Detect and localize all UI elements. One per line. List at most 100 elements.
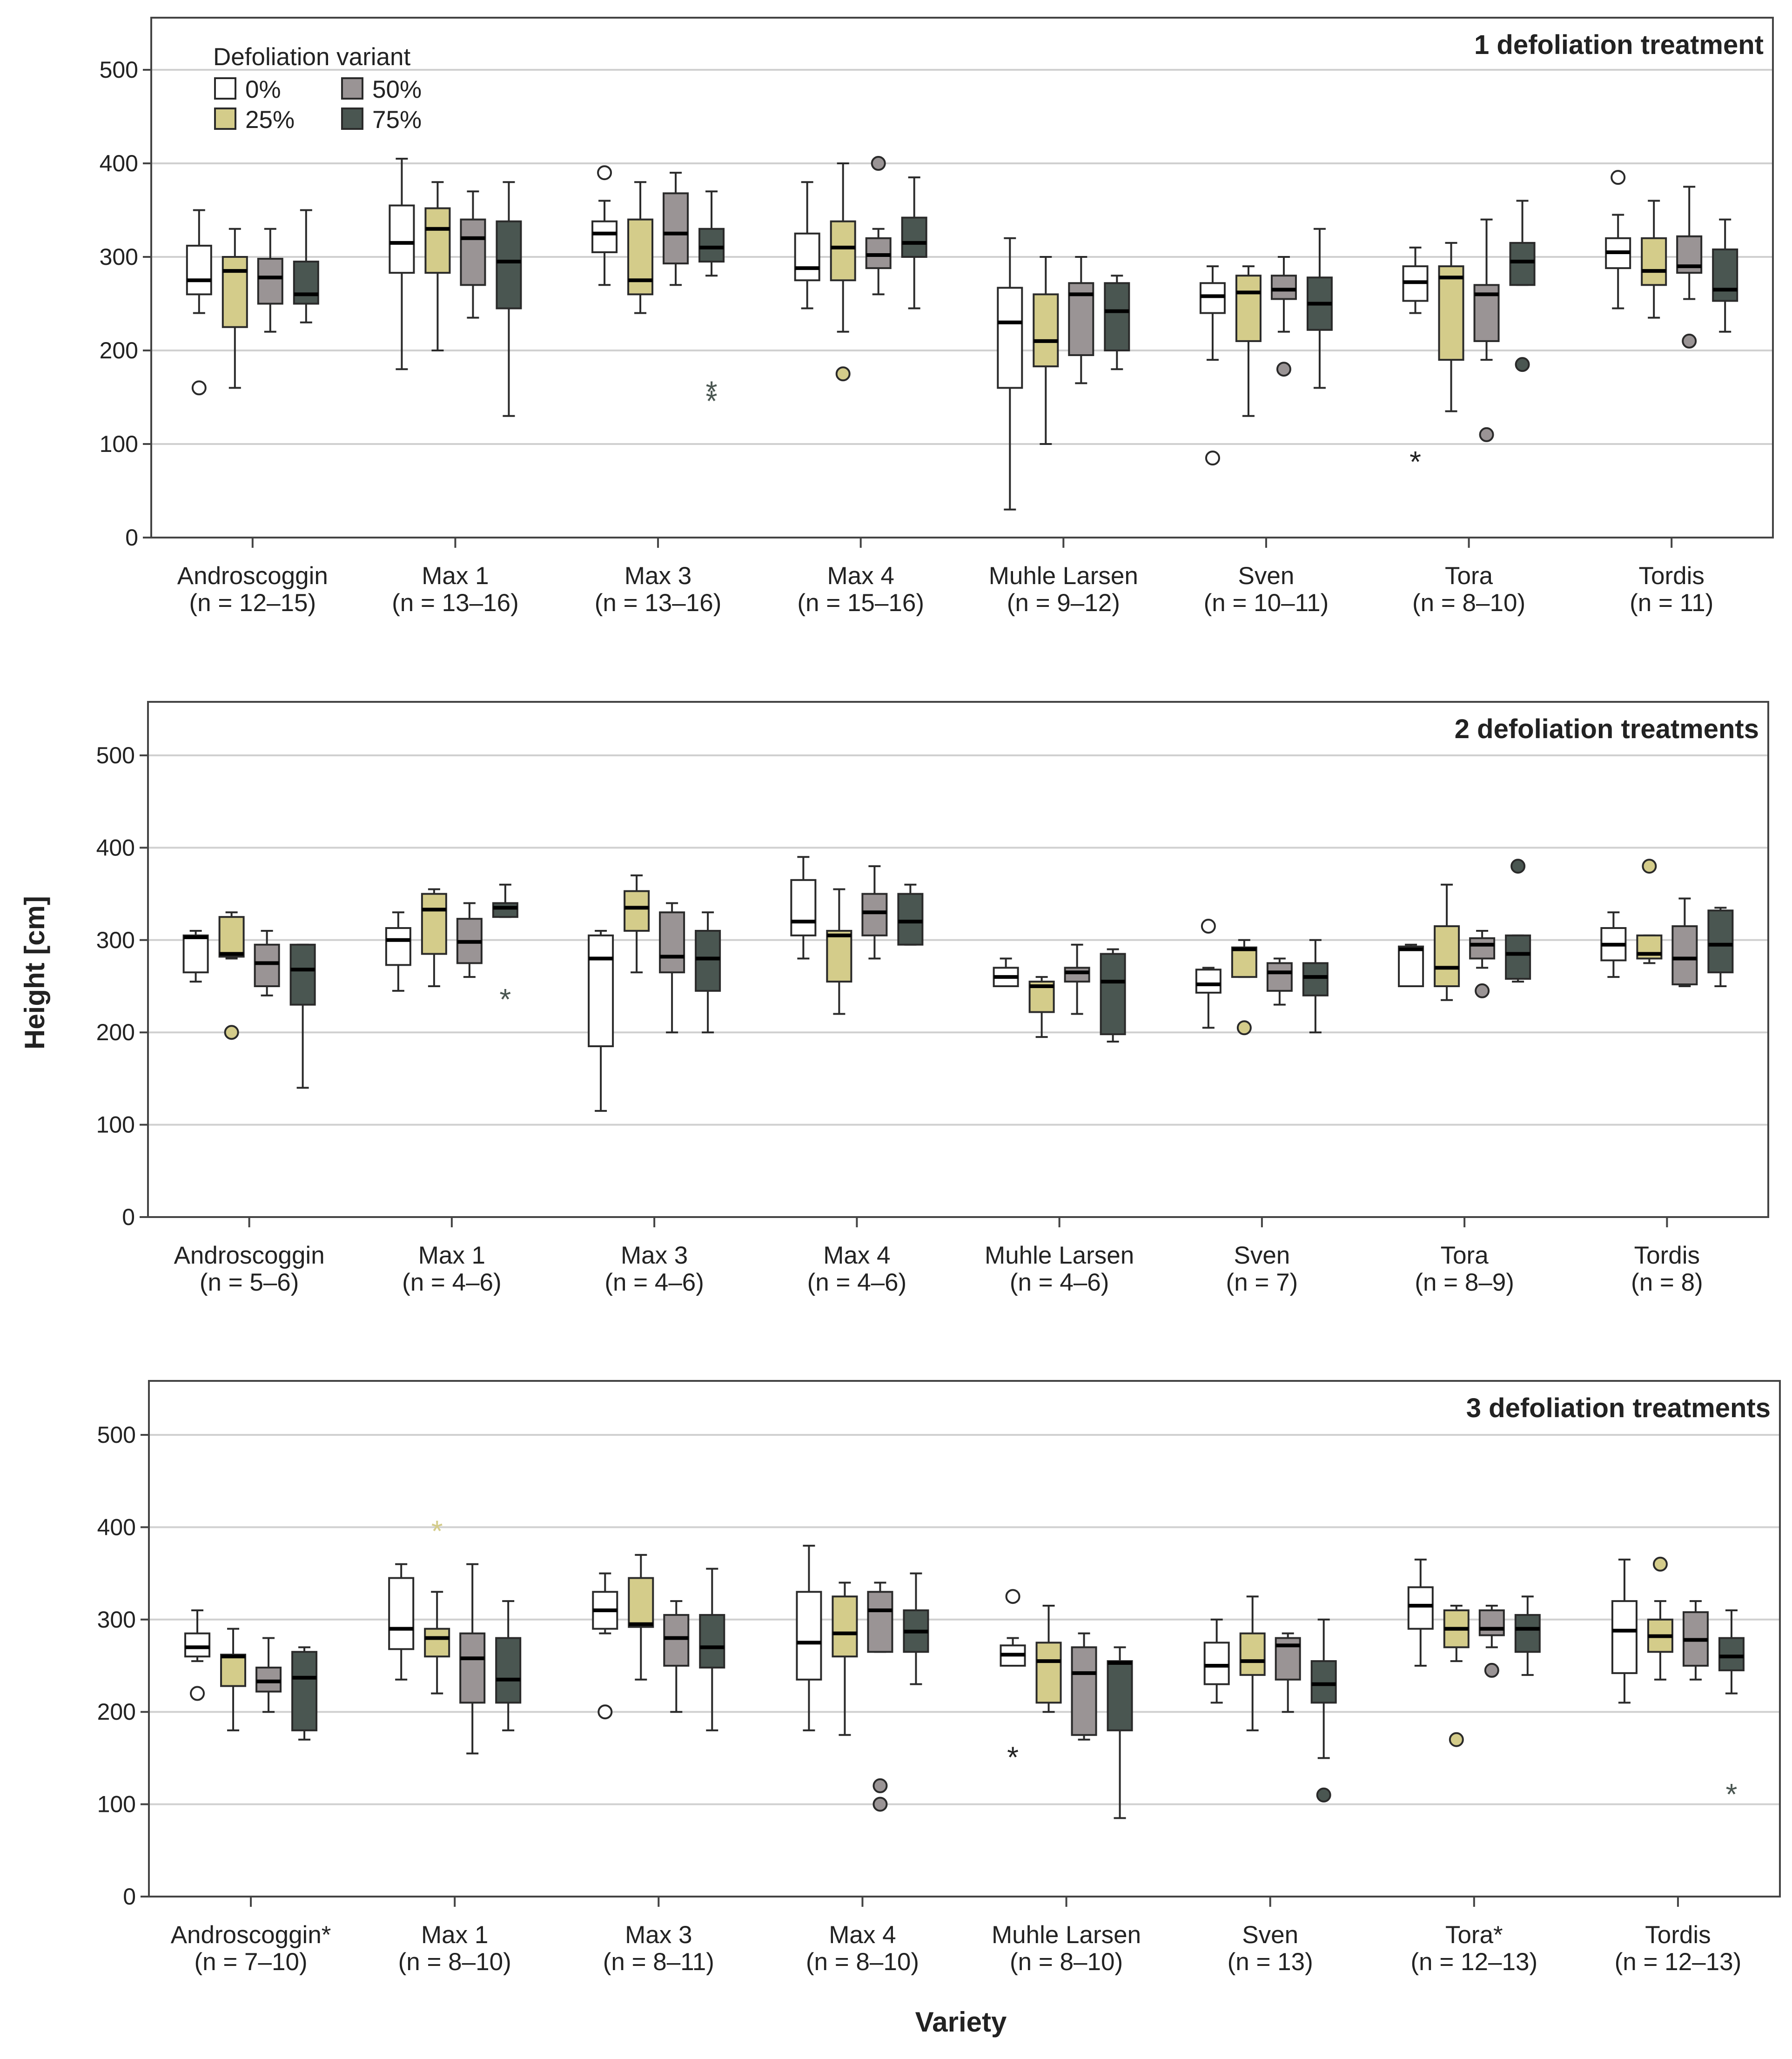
box-25pct (830, 162, 856, 382)
iqr-box (1438, 265, 1464, 361)
iqr-box (182, 934, 209, 974)
y-tick-label: 200 (96, 1019, 135, 1045)
y-tick-label: 100 (100, 431, 138, 457)
iqr-box (1712, 248, 1738, 302)
category-n-label: (n = 8) (1631, 1269, 1703, 1296)
category-label: Max 4 (829, 1921, 896, 1949)
iqr-box (794, 232, 820, 282)
box-75pct (1310, 1618, 1337, 1803)
outlier-point (1449, 1732, 1464, 1747)
box-75pct (1306, 228, 1333, 389)
box-50pct (861, 865, 888, 960)
box-75pct (897, 883, 924, 946)
iqr-box (1505, 934, 1531, 980)
outlier-point (1510, 859, 1526, 874)
iqr-box (1407, 1586, 1434, 1630)
box-0pct (1605, 170, 1631, 310)
iqr-box (1434, 925, 1460, 988)
y-tick-label: 200 (97, 1699, 136, 1725)
iqr-box (1302, 962, 1329, 996)
category-label: Tora (1445, 562, 1493, 590)
legend-label: 25% (245, 106, 295, 134)
box-25pct (1647, 1556, 1673, 1681)
outlier-point (1276, 362, 1291, 377)
box-25pct (220, 1628, 247, 1731)
iqr-box (424, 1628, 450, 1658)
y-tick-label: 400 (96, 834, 135, 861)
category-label: Sven (1234, 1242, 1290, 1269)
iqr-box (421, 893, 447, 955)
iqr-box (624, 890, 650, 932)
legend-swatch (341, 108, 363, 130)
y-tick-label: 200 (100, 337, 138, 363)
legend-swatch (341, 77, 363, 100)
box-0pct: * (1000, 1589, 1026, 1774)
panel-title: 2 defoliation treatments (1455, 714, 1759, 744)
box-0pct (186, 209, 212, 396)
outlier-point (871, 156, 886, 171)
box-50pct (460, 190, 486, 319)
box-50pct (865, 156, 892, 296)
box-75pct: * (492, 883, 518, 1016)
iqr-box (289, 943, 316, 1006)
box-50pct (254, 929, 280, 996)
box-25pct (1033, 256, 1059, 445)
box-75pct (1707, 907, 1734, 987)
outlier-point (1611, 170, 1626, 185)
box-50pct (1671, 897, 1698, 987)
box-25pct (1231, 939, 1257, 1036)
box-0pct (591, 165, 618, 286)
box-25pct (1438, 242, 1464, 412)
iqr-box (254, 943, 280, 987)
plot-frame (148, 1380, 1781, 1898)
iqr-box (1611, 1600, 1638, 1674)
box-50pct (1275, 1632, 1301, 1713)
category-n-label: (n = 8–9) (1415, 1269, 1514, 1296)
variety-group: Tordis(n = 11) (1605, 170, 1738, 617)
category-n-label: (n = 8–10) (806, 1948, 919, 1976)
iqr-box (588, 934, 614, 1047)
category-n-label: (n = 7) (1226, 1269, 1298, 1296)
variety-group: Max 3(n = 8–11) (592, 1554, 725, 1976)
box-75pct (495, 1600, 522, 1731)
iqr-box (1671, 925, 1698, 986)
category-n-label: (n = 8–10) (1412, 589, 1525, 617)
variety-group: Muhle Larsen(n = 8–10) * (992, 1589, 1141, 1976)
variety-group: Androscoggin(n = 5–6) (174, 911, 325, 1296)
box-0pct (388, 1563, 415, 1681)
category-n-label: (n = 11) (1630, 589, 1713, 617)
category-n-label: (n = 12–15) (189, 589, 316, 617)
box-0pct (794, 181, 820, 310)
variety-group: Max 1(n = 8–10) * (388, 1514, 522, 1976)
box-25pct (1235, 265, 1262, 417)
iqr-box (832, 1595, 858, 1658)
box-75pct (695, 911, 721, 1034)
box-50pct (867, 1581, 893, 1812)
box-25pct (221, 228, 248, 389)
panel-1: 0 100 200 300 400 500 1 defoliation treatment A… (100, 17, 1774, 617)
category-label: Tora (1441, 1242, 1489, 1269)
iqr-box (897, 893, 924, 946)
box-50pct (1068, 256, 1094, 384)
outlier-point (597, 1704, 613, 1720)
panel-2: 0 100 200 300 400 500 2 defoliation treatments… (96, 701, 1769, 1296)
box-0pct: * (1402, 246, 1429, 478)
box-25pct (1641, 200, 1667, 319)
iqr-box (218, 916, 245, 958)
iqr-box (699, 1614, 725, 1669)
iqr-box (1195, 969, 1222, 994)
category-n-label: (n = 13–16) (595, 589, 722, 617)
outlier-point (873, 1778, 888, 1793)
iqr-box (1203, 1642, 1230, 1685)
box-75pct (699, 1568, 725, 1731)
category-n-label: (n = 4–6) (1010, 1269, 1109, 1296)
variety-group: Max 1(n = 13–16) (389, 157, 522, 617)
outlier-point (1652, 1556, 1668, 1572)
box-25pct (1636, 859, 1663, 964)
category-label: Max 1 (418, 1242, 485, 1269)
box-25pct (1035, 1605, 1062, 1713)
category-n-label: (n = 8–10) (1010, 1948, 1123, 1976)
category-label: Muhle Larsen (989, 562, 1138, 590)
outlier-point (873, 1797, 888, 1812)
